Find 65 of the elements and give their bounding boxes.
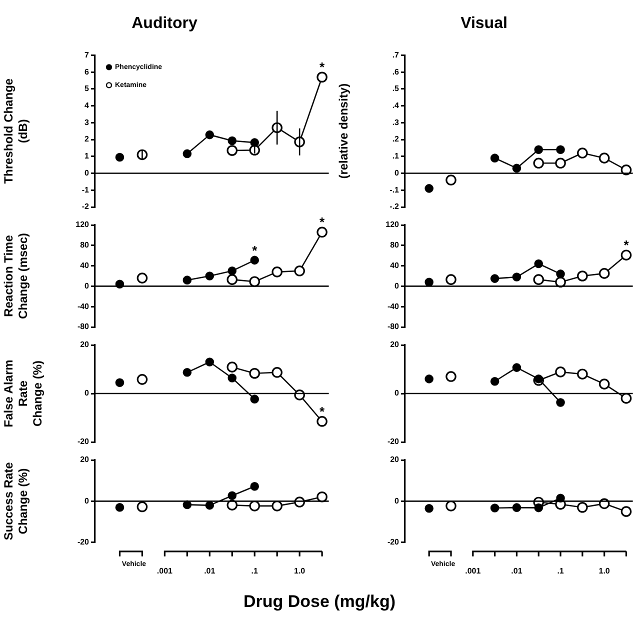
y-tick-label: 0 [84, 281, 90, 290]
annotation: * [320, 60, 326, 75]
y-tick-label: .4 [392, 101, 400, 110]
x-tick-label: .1 [251, 566, 258, 576]
y-tick-label: 4 [84, 101, 90, 110]
y-tick-label: 7 [84, 50, 90, 60]
y-tick-label: 0 [394, 388, 400, 398]
y-tick-label: 3 [84, 118, 90, 127]
annotation: * [320, 214, 326, 230]
y-tick-label: .7 [392, 50, 400, 60]
annotation: * [320, 404, 326, 419]
y-tick-label: 40 [390, 261, 400, 270]
y-tick-label: -20 [387, 437, 400, 446]
y-tick-label: 120 [76, 220, 90, 230]
x-tick-label: 1.0 [294, 566, 306, 576]
chart-title: Visual [460, 15, 508, 32]
y-tick-label: 0 [84, 168, 90, 178]
y-tick-label: 6 [84, 67, 90, 76]
y-tick-label: -1 [82, 185, 90, 194]
y-tick-label: .3 [392, 118, 400, 127]
y-tick-label: 0 [394, 496, 400, 506]
y-tick-label: .1 [392, 152, 400, 161]
y-tick-label: 120 [386, 220, 400, 230]
x-tick-label: .001 [156, 566, 174, 576]
y-tick-label: 0 [84, 496, 90, 506]
y-tick-label: .2 [392, 134, 400, 144]
y-tick-label: 20 [390, 340, 400, 350]
y-tick-label: -20 [77, 538, 90, 547]
y-tick-label: 0 [394, 168, 400, 178]
y-tick-label: 80 [390, 240, 400, 250]
y-tick-label: 20 [390, 455, 400, 464]
y-tick-label: -80 [387, 322, 400, 332]
y-tick-label: 0 [84, 388, 90, 398]
y-tick-label: 80 [80, 240, 90, 250]
y-tick-label: 20 [80, 455, 90, 464]
x-tick-label: 1.0 [598, 566, 610, 576]
y-tick-label: .6 [392, 67, 400, 76]
y-tick-label: -.2 [390, 202, 400, 212]
x-tick-label: .01 [511, 566, 523, 576]
y-axis-title: False Alarm Rate Change (%) [2, 360, 44, 428]
x-tick-label: .01 [204, 566, 216, 576]
y-axis-title: Success Rate Change (%) [2, 462, 30, 540]
chart-title: Auditory [132, 15, 198, 32]
y-tick-label: .5 [392, 84, 400, 94]
y-tick-label: 40 [80, 261, 90, 270]
y-tick-label: -20 [77, 437, 90, 446]
y-tick-label: -40 [77, 302, 90, 311]
y-tick-label: 2 [84, 134, 90, 144]
annotation: * [252, 242, 258, 258]
x-axis-title: Drug Dose (mg/kg) [242, 592, 397, 612]
y-axis-title: Reaction Time Change (msec) [2, 232, 30, 320]
y-tick-label: 5 [84, 84, 90, 94]
y-tick-label: -2 [82, 202, 90, 212]
y-tick-label: 1 [84, 152, 90, 161]
y-tick-label: -20 [387, 538, 400, 547]
x-tick-label: .1 [557, 566, 564, 576]
y-tick-label: -40 [387, 302, 400, 311]
y-tick-label: -.1 [390, 185, 400, 194]
annotation: * [624, 238, 630, 253]
x-tick-label: .001 [465, 566, 482, 576]
y-tick-label: -80 [77, 322, 90, 332]
y-axis-title: Threshold Change (dB) [2, 78, 30, 184]
y-axis-title: (relative density) [336, 83, 351, 179]
y-tick-label: 0 [394, 281, 400, 290]
y-tick-label: 20 [80, 340, 90, 350]
